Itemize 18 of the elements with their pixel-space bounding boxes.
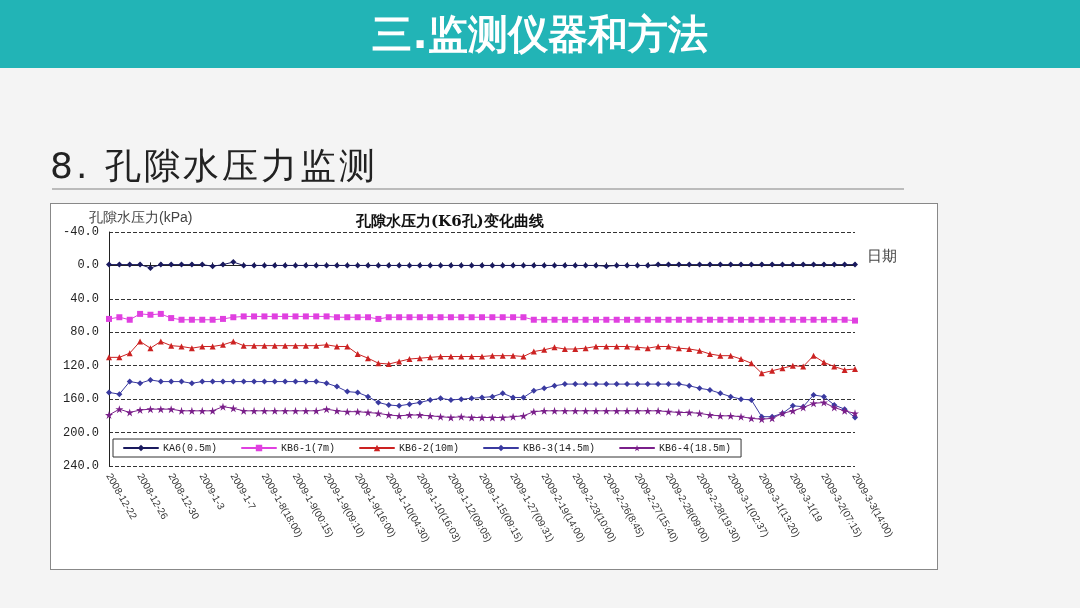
legend-label: KB6-2(10m) bbox=[399, 442, 460, 454]
text: 8. 孔隙水压力监测 bbox=[50, 144, 378, 188]
y-tick-label: 160.0 bbox=[62, 392, 99, 407]
text: 三.监测仪器和方法 bbox=[0, 0, 1080, 68]
x-axis-title: 日期 bbox=[867, 247, 897, 265]
y-tick-label: 0.0 bbox=[77, 258, 99, 273]
legend-label: KB6-1(7m) bbox=[281, 442, 336, 454]
y-tick-label: 200.0 bbox=[62, 425, 99, 440]
legend-label: KB6-3(14.5m) bbox=[523, 442, 596, 454]
legend-label: KB6-4(18.5m) bbox=[659, 442, 732, 454]
y-tick-label: 240.0 bbox=[62, 459, 99, 473]
y-tick-label: 120.0 bbox=[62, 358, 99, 373]
y-axis-title: 孔隙水压力(kPa) bbox=[89, 209, 193, 225]
y-tick-label: 80.0 bbox=[70, 325, 99, 340]
y-tick-label: 40.0 bbox=[70, 291, 99, 306]
legend-label: KA6(0.5m) bbox=[163, 442, 218, 454]
y-tick-label: -40.0 bbox=[62, 225, 99, 239]
chart-title: 孔隙水压力(K6孔)变化曲线 bbox=[355, 211, 544, 230]
